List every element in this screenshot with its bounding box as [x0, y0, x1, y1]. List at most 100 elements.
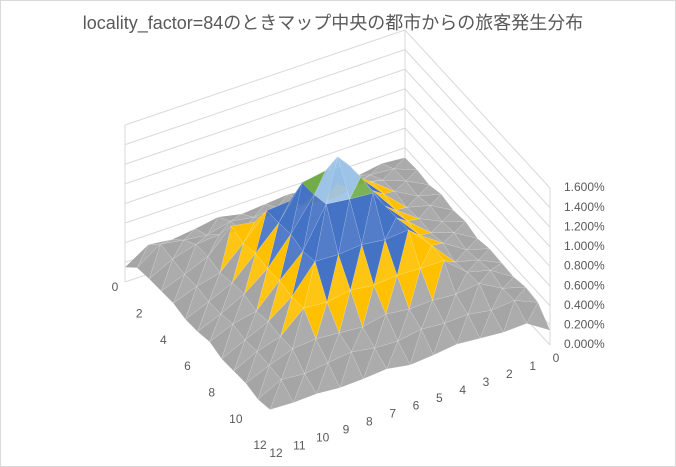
surface-facet	[195, 234, 220, 245]
z-tick-label: 1.200%	[564, 219, 605, 233]
surface-facet	[278, 182, 303, 235]
surface-facet	[255, 222, 279, 270]
col-label: 1	[529, 359, 536, 373]
surface-facet	[429, 205, 454, 222]
surface-facet	[362, 313, 387, 349]
surface-facet	[443, 260, 468, 295]
surface-facet	[256, 335, 281, 366]
col-label: 3	[483, 375, 490, 389]
surface-facet	[268, 296, 292, 338]
surface-facet	[148, 258, 174, 292]
surface-facet	[207, 225, 232, 274]
surface-facet	[303, 301, 328, 340]
surface-facet	[269, 379, 294, 410]
col-label: 5	[436, 391, 443, 405]
col-label: 4	[459, 383, 466, 397]
surface-facet	[419, 234, 444, 246]
z-tick-label: 1.400%	[564, 200, 605, 214]
surface-facet	[209, 323, 234, 360]
surface-facet	[195, 234, 220, 258]
surface-facet	[124, 244, 149, 268]
surface-facet	[384, 229, 409, 277]
surface-facet	[220, 282, 245, 315]
surface-facet	[314, 254, 339, 304]
surface-facet	[159, 239, 185, 260]
surface-facet	[160, 273, 186, 304]
z-tick-label: 1.000%	[564, 239, 605, 253]
surface-facet	[325, 198, 350, 255]
surface-facet	[245, 364, 270, 400]
surface-facet	[292, 307, 317, 350]
surface-facet	[406, 218, 432, 233]
surface-facet	[292, 338, 317, 375]
surface-facet	[184, 255, 209, 287]
surface-facet	[385, 308, 410, 342]
col-label: 10	[316, 430, 330, 444]
surface-facet	[255, 280, 280, 322]
col-label: 11	[293, 438, 306, 452]
surface-facet	[136, 243, 162, 268]
z-tick-label: 0.200%	[564, 318, 605, 332]
surface-facet	[185, 300, 210, 333]
surface-facet	[359, 177, 384, 194]
row-label: 4	[160, 333, 167, 347]
surface-facet	[362, 347, 388, 380]
row-label: 12	[253, 438, 267, 452]
surface-facet	[418, 218, 443, 234]
surface-facet	[350, 347, 375, 380]
surface-facet	[290, 194, 315, 252]
surface-facet	[381, 179, 407, 192]
surface-facet	[221, 323, 246, 360]
surface-facet	[393, 168, 418, 182]
surface-facet	[371, 181, 396, 195]
z-tick-label: 0.000%	[564, 337, 605, 351]
surface-facet	[396, 268, 421, 311]
surface-facet	[407, 220, 432, 236]
col-label: 6	[413, 399, 420, 413]
surface-facet	[514, 300, 539, 325]
surface-facet	[380, 157, 406, 170]
z-tick-label: 1.600%	[564, 180, 605, 194]
surface-facet	[257, 378, 282, 411]
chart-title: locality_factor=84のときマップ中央の都市からの旅客発生分布	[83, 13, 584, 34]
surface-facet	[477, 248, 503, 264]
surface-facet	[196, 256, 221, 288]
row-label: 2	[136, 307, 143, 321]
surface-facet	[233, 350, 258, 384]
col-label: 0	[553, 351, 560, 365]
surface-facet	[396, 217, 420, 236]
surface-facet	[373, 274, 398, 315]
surface-facet	[432, 293, 457, 324]
surface-facet	[221, 339, 246, 372]
z-tick-label: 0.400%	[564, 298, 605, 312]
col-label: 12	[269, 446, 283, 460]
surface-facet	[196, 272, 221, 303]
col-label: 7	[389, 407, 396, 421]
surface-facet	[337, 155, 362, 200]
col-label: 8	[366, 415, 373, 429]
surface-facet	[369, 168, 395, 181]
surface-facet	[197, 313, 222, 343]
surface-facet	[350, 243, 375, 291]
surface-facet	[136, 243, 161, 280]
col-label: 2	[506, 367, 513, 381]
row-label: 8	[208, 386, 215, 400]
surface-facet	[479, 309, 504, 339]
surface-facet	[171, 228, 196, 241]
surface-facet	[264, 193, 289, 208]
z-tick-label: 0.600%	[564, 278, 605, 292]
col-label: 9	[343, 422, 350, 436]
row-label: 6	[184, 359, 191, 373]
surface-facet	[172, 285, 198, 320]
surface-facet	[417, 184, 442, 197]
surface-facet	[420, 322, 445, 356]
surface-facet	[232, 310, 257, 341]
surface-facet	[280, 373, 305, 404]
surface-facet	[465, 248, 491, 261]
row-label: 10	[229, 412, 243, 426]
surface-facet	[172, 243, 197, 275]
z-tick-label: 0.800%	[564, 259, 605, 273]
row-label: 0	[112, 280, 119, 294]
surface-facet	[490, 300, 516, 333]
